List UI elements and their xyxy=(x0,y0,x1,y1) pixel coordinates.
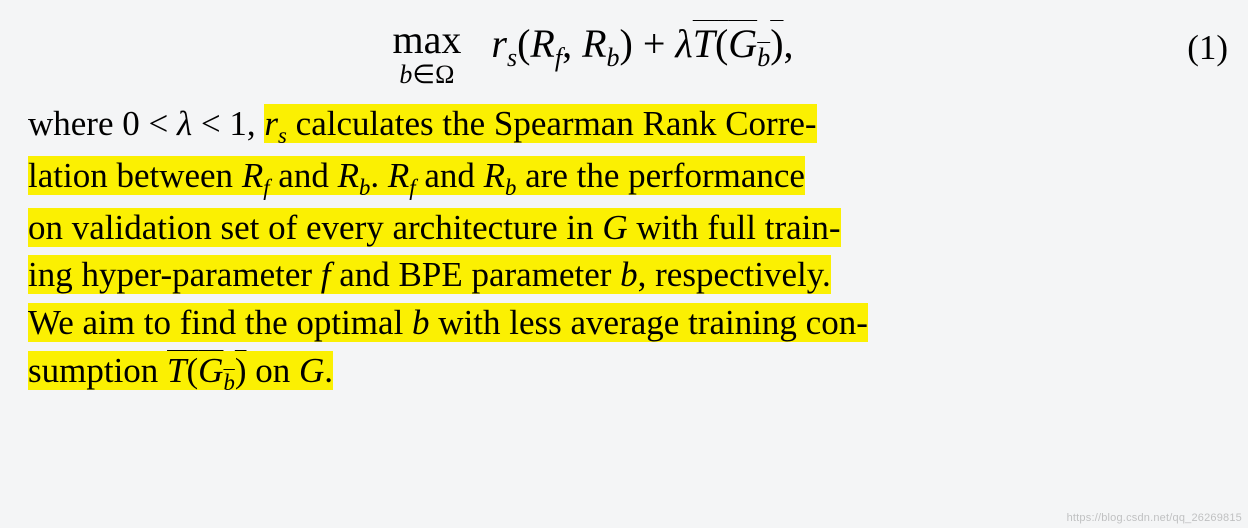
watermark-text: https://blog.csdn.net/qq_26269815 xyxy=(1067,512,1242,524)
paper-excerpt: max b∈Ω rs(Rf, Rb) + λT(Gb), (1) where 0… xyxy=(0,0,1248,419)
body-text: where 0 < λ < 1, rs calculates the Spear… xyxy=(28,100,1228,399)
max-operator: max b∈Ω xyxy=(392,20,461,88)
highlight-span: sumption T(Gb) on G. xyxy=(28,351,333,390)
highlight-span: rs calculates the Spearman Rank Corre- xyxy=(264,104,816,143)
max-label: max xyxy=(392,20,461,60)
rs-symbol: rs xyxy=(491,21,517,66)
Tbar-term: T(Gb) xyxy=(693,21,784,66)
equation-number: (1) xyxy=(1158,24,1228,72)
max-domain: b∈Ω xyxy=(392,62,461,88)
equation: max b∈Ω rs(Rf, Rb) + λT(Gb), xyxy=(28,14,1158,82)
lambda-symbol: λ xyxy=(675,21,692,66)
equation-row: max b∈Ω rs(Rf, Rb) + λT(Gb), (1) xyxy=(28,14,1228,82)
Rf-symbol: Rf xyxy=(530,21,562,66)
highlight-span: We aim to find the optimal b with less a… xyxy=(28,303,868,342)
highlight-span: lation between Rf and Rb. Rf and Rb are … xyxy=(28,156,805,195)
highlight-span: ing hyper-parameter f and BPE parameter … xyxy=(28,255,831,294)
Rb-symbol: Rb xyxy=(582,21,619,66)
highlight-span: on validation set of every architecture … xyxy=(28,208,841,247)
